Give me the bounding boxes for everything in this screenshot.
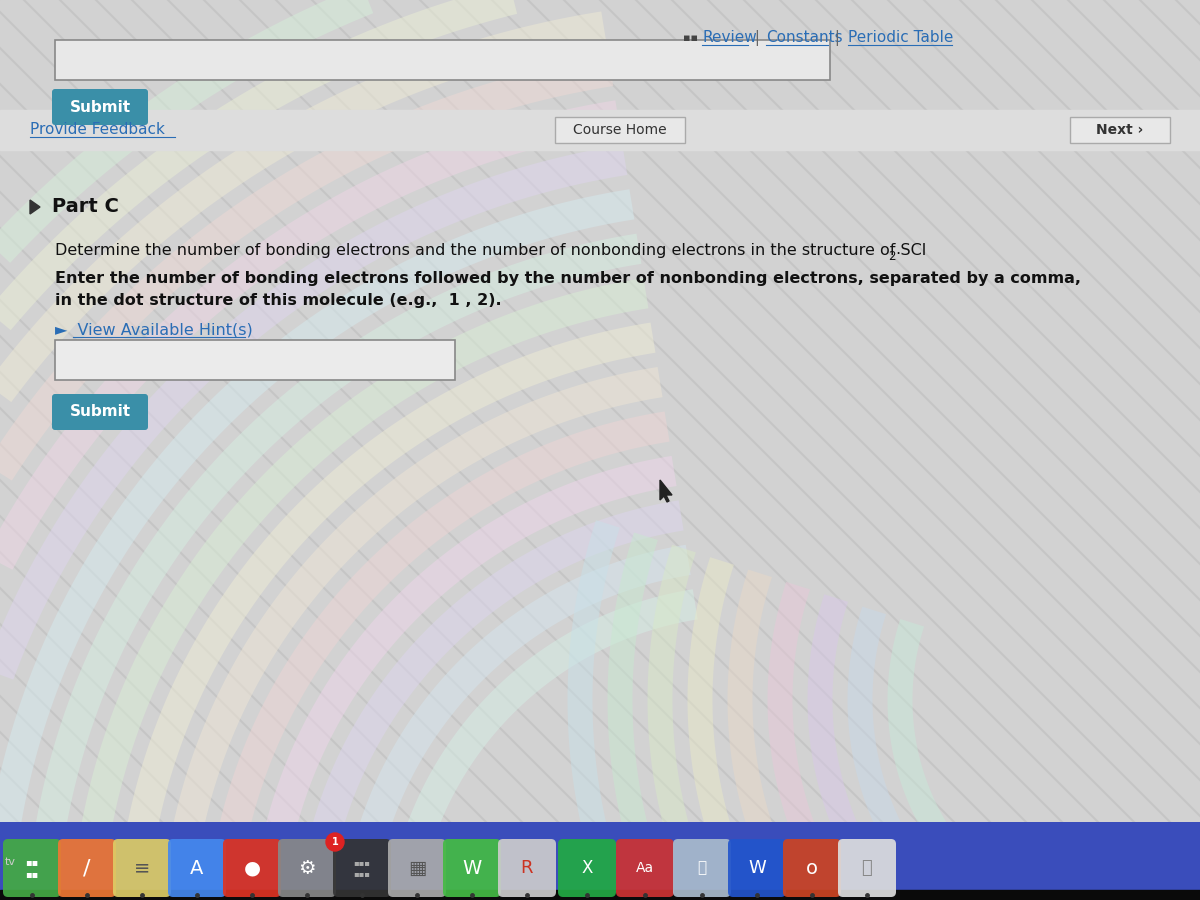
FancyBboxPatch shape: [2, 839, 61, 897]
FancyBboxPatch shape: [223, 839, 281, 897]
Text: Periodic Table: Periodic Table: [848, 31, 953, 46]
Text: Submit: Submit: [70, 100, 131, 114]
Text: ▪▪: ▪▪: [683, 33, 698, 43]
FancyBboxPatch shape: [443, 839, 502, 897]
FancyBboxPatch shape: [498, 839, 556, 897]
FancyBboxPatch shape: [58, 839, 116, 897]
FancyBboxPatch shape: [55, 340, 455, 380]
Text: A: A: [191, 859, 204, 877]
Text: 🖥: 🖥: [697, 860, 707, 876]
FancyBboxPatch shape: [554, 117, 685, 143]
Text: 1: 1: [331, 837, 338, 847]
Bar: [0, 890, 1200, 900]
Text: Determine the number of bonding electrons and the number of nonbonding electrons: Determine the number of bonding electron…: [55, 242, 926, 257]
FancyBboxPatch shape: [278, 839, 336, 897]
FancyBboxPatch shape: [616, 839, 674, 897]
Text: ≡: ≡: [134, 859, 150, 877]
FancyBboxPatch shape: [728, 839, 786, 897]
FancyBboxPatch shape: [168, 839, 226, 897]
FancyBboxPatch shape: [673, 839, 731, 897]
Text: tv: tv: [5, 857, 16, 867]
Text: W: W: [462, 859, 481, 877]
Text: 🗑: 🗑: [862, 859, 872, 877]
FancyBboxPatch shape: [1070, 117, 1170, 143]
Text: .: .: [895, 242, 900, 257]
Text: |: |: [750, 30, 764, 46]
FancyBboxPatch shape: [558, 839, 616, 897]
FancyBboxPatch shape: [334, 839, 391, 897]
Text: X: X: [581, 859, 593, 877]
Polygon shape: [30, 200, 40, 214]
Text: in the dot structure of this molecule (e.g.,  1 , 2).: in the dot structure of this molecule (e…: [55, 293, 502, 309]
Text: Submit: Submit: [70, 404, 131, 419]
FancyBboxPatch shape: [52, 394, 148, 430]
FancyBboxPatch shape: [784, 839, 841, 897]
FancyBboxPatch shape: [113, 839, 172, 897]
Text: Provide Feedback: Provide Feedback: [30, 122, 164, 138]
Text: Review: Review: [702, 31, 757, 46]
Text: R: R: [521, 859, 533, 877]
Text: Constants: Constants: [766, 31, 842, 46]
Text: Part C: Part C: [52, 197, 119, 217]
Text: Next ›: Next ›: [1097, 123, 1144, 137]
FancyBboxPatch shape: [52, 89, 148, 125]
Circle shape: [326, 833, 344, 851]
Text: |: |: [830, 30, 845, 46]
Text: ▦: ▦: [408, 859, 426, 877]
Text: o: o: [806, 859, 818, 877]
Text: 2: 2: [888, 249, 895, 263]
Text: /: /: [83, 858, 91, 878]
FancyBboxPatch shape: [388, 839, 446, 897]
Text: ▪▪
▪▪: ▪▪ ▪▪: [25, 857, 38, 878]
FancyBboxPatch shape: [55, 40, 830, 80]
Text: Course Home: Course Home: [574, 123, 667, 137]
FancyBboxPatch shape: [0, 822, 1200, 900]
Text: ⚙: ⚙: [299, 859, 316, 877]
Bar: [0, 110, 1200, 150]
FancyBboxPatch shape: [838, 839, 896, 897]
Text: ▪▪▪
▪▪▪: ▪▪▪ ▪▪▪: [354, 859, 371, 877]
Text: ►  View Available Hint(s): ► View Available Hint(s): [55, 322, 253, 338]
Text: Aa: Aa: [636, 861, 654, 875]
Text: ●: ●: [244, 859, 260, 877]
Text: W: W: [748, 859, 766, 877]
Text: Enter the number of bonding electrons followed by the number of nonbonding elect: Enter the number of bonding electrons fo…: [55, 271, 1081, 285]
Polygon shape: [660, 480, 672, 502]
